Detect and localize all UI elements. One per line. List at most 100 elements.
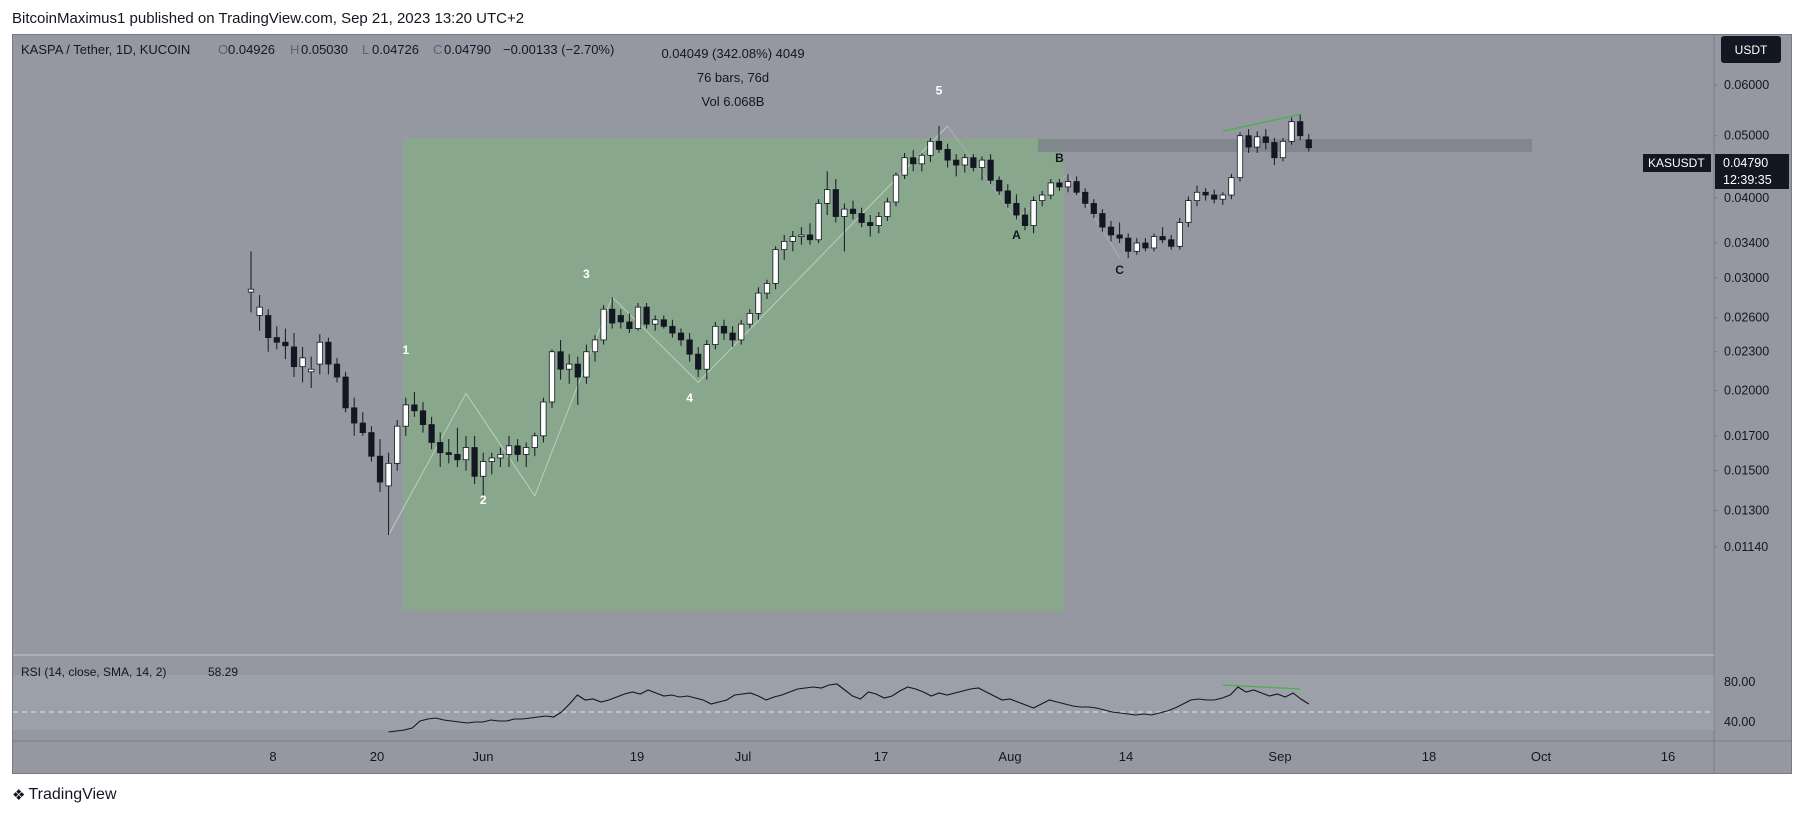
candle-body-80 xyxy=(935,140,943,150)
candle-body-26 xyxy=(471,447,478,477)
rsi-band xyxy=(13,675,1714,730)
legend-change: −0.00133 (−2.70%) xyxy=(503,42,614,57)
candle-body-41 xyxy=(600,308,607,341)
candle-body-56 xyxy=(729,332,736,341)
candle-body-122 xyxy=(1297,121,1304,137)
candle-body-86 xyxy=(987,159,994,181)
price-tick-label-7: 0.02000 xyxy=(1724,384,1769,398)
candle-body-14 xyxy=(368,432,375,457)
candle-body-23 xyxy=(445,452,452,455)
candle-body-110 xyxy=(1193,191,1201,201)
wave-label-4: 4 xyxy=(686,391,693,405)
wave-label-2: 2 xyxy=(480,493,487,507)
price-tick-label-9: 0.01500 xyxy=(1724,464,1769,478)
candle-body-40 xyxy=(591,339,599,353)
candle-body-65 xyxy=(806,234,814,241)
time-tick-label-1: 20 xyxy=(370,749,384,764)
wave-labels: 1 2 3 4 5 A B C xyxy=(402,83,1124,507)
candle-body-63 xyxy=(789,236,796,242)
candle-body-91 xyxy=(1030,200,1037,226)
publisher-line: BitcoinMaximus1 published on TradingView… xyxy=(12,10,525,27)
time-tick-label-8: Sep xyxy=(1268,749,1291,764)
candle-body-5 xyxy=(290,346,298,368)
candle-body-42 xyxy=(609,308,616,324)
legend-symbol: KASPA / Tether, 1D, KUCOIN xyxy=(21,42,190,57)
candle-body-70 xyxy=(849,208,857,214)
price-axis[interactable]: 0.06000 0.05000 0.04000 0.03400 0.03000 0.026… xyxy=(1714,78,1769,554)
candle-body-109 xyxy=(1185,200,1192,223)
candle-body-59 xyxy=(755,292,762,314)
candle-body-7 xyxy=(308,368,315,373)
candle-body-48 xyxy=(660,319,667,327)
candle-body-100 xyxy=(1107,226,1115,236)
candle-body-17 xyxy=(394,425,401,464)
candle-body-37 xyxy=(566,363,573,370)
candle-body-77 xyxy=(910,157,917,165)
candle-body-78 xyxy=(918,154,925,165)
time-tick-label-3: 19 xyxy=(630,749,644,764)
candle-body-25 xyxy=(462,447,470,461)
candle-body-85 xyxy=(978,159,986,168)
time-tick-label-10: Oct xyxy=(1531,749,1552,764)
currency-button[interactable]: USDT xyxy=(1721,36,1781,63)
candle-body-33 xyxy=(531,435,538,448)
candle-body-115 xyxy=(1236,135,1244,179)
wave-label-C: C xyxy=(1115,263,1124,277)
price-trendline xyxy=(1222,113,1301,132)
price-tick-label-0: 0.06000 xyxy=(1724,78,1769,92)
candle-body-22 xyxy=(437,442,444,454)
measure-label: 0.04049 (342.08%) 4049 76 bars, 76d Vol … xyxy=(661,46,804,109)
price-tag: KASUSDT 0.04790 12:39:35 xyxy=(1643,154,1789,189)
candle-body-67 xyxy=(824,189,831,204)
candle-body-64 xyxy=(798,234,805,237)
price-tag-countdown: 12:39:35 xyxy=(1723,173,1772,187)
footer-brand: TradingView xyxy=(28,786,117,803)
time-tick-label-5: 17 xyxy=(874,749,888,764)
candle-body-83 xyxy=(961,157,968,166)
price-tag-symbol: KASUSDT xyxy=(1648,156,1705,170)
candle-body-99 xyxy=(1099,213,1106,228)
candle-body-11 xyxy=(342,376,349,409)
candle-body-120 xyxy=(1279,140,1287,159)
divergence-trendlines[interactable] xyxy=(1222,113,1301,132)
candle-body-102 xyxy=(1125,237,1132,252)
candle-body-84 xyxy=(970,157,977,168)
candle-body-2 xyxy=(265,315,272,338)
legend-c-label: C xyxy=(433,42,442,57)
candle-body-114 xyxy=(1228,177,1235,196)
candle-body-75 xyxy=(892,174,900,203)
candle-body-106 xyxy=(1159,236,1166,241)
time-tick-label-11: 16 xyxy=(1661,749,1675,764)
candle-body-104 xyxy=(1142,242,1149,249)
chart-frame[interactable]: KASPA / Tether, 1D, KUCOIN O 0.04926 H 0… xyxy=(12,34,1792,774)
rsi-layer[interactable]: 80.00 40.00 xyxy=(388,675,1756,733)
candles-layer[interactable] xyxy=(247,114,1312,536)
candle-body-94 xyxy=(1056,182,1063,188)
candle-body-60 xyxy=(763,283,771,294)
time-tick-label-4: Jul xyxy=(735,749,752,764)
candle-body-30 xyxy=(505,445,513,455)
candle-body-46 xyxy=(643,306,650,325)
candle-body-3 xyxy=(273,337,280,343)
time-tick-label-6: Aug xyxy=(998,749,1021,764)
candle-body-8 xyxy=(316,341,323,365)
price-tick-label-10: 0.01300 xyxy=(1724,503,1769,517)
chart-svg[interactable]: KASPA / Tether, 1D, KUCOIN O 0.04926 H 0… xyxy=(13,35,1791,773)
candle-body-88 xyxy=(1004,190,1011,204)
wave-label-1: 1 xyxy=(402,343,409,357)
candle-body-24 xyxy=(454,454,461,461)
candle-body-16 xyxy=(385,462,392,487)
candle-body-34 xyxy=(540,401,547,437)
time-axis[interactable]: 8 20 Jun 19 Jul 17 Aug 14 Sep 18 Oct 16 xyxy=(269,749,1675,764)
rsi-tick-label-0: 80.00 xyxy=(1724,675,1755,689)
rsi-line xyxy=(388,683,1310,733)
candle-body-9 xyxy=(325,341,332,365)
measurement-rectangle[interactable] xyxy=(403,138,1064,611)
candle-body-117 xyxy=(1254,136,1261,148)
candle-body-119 xyxy=(1271,142,1278,159)
wave-label-5: 5 xyxy=(936,83,943,97)
legend: KASPA / Tether, 1D, KUCOIN O 0.04926 H 0… xyxy=(21,42,614,57)
rsi-label: RSI (14, close, SMA, 14, 2) xyxy=(21,665,166,679)
time-tick-label-0: 8 xyxy=(269,749,276,764)
rsi-value: 58.29 xyxy=(208,665,238,679)
